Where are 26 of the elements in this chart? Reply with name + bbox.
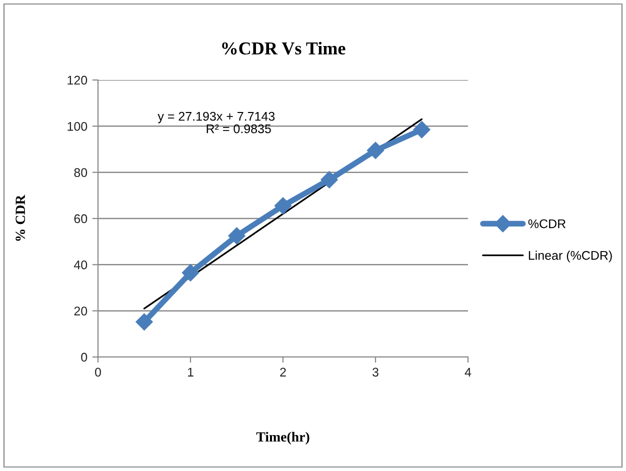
annotation: R² = 0.9835	[206, 124, 271, 134]
x-tick-label: 1	[188, 368, 194, 376]
y-tick-label: 0	[81, 352, 88, 362]
point	[182, 264, 200, 282]
y-axis-title: % CDR	[16, 194, 26, 241]
point	[228, 227, 246, 244]
y-tick-label: 60	[74, 214, 88, 224]
y-tick-label: 40	[74, 260, 88, 270]
annotation: y = 27.193x + 7.7143	[158, 112, 275, 124]
x-tick-label: 4	[464, 368, 472, 376]
point	[136, 313, 153, 330]
point	[413, 121, 430, 138]
y-tick-label: 20	[74, 306, 88, 316]
x-tick-label: 0	[95, 368, 101, 377]
chart-title: %CDR Vs Time	[222, 42, 346, 55]
y-tick-label: 80	[74, 168, 88, 177]
point	[274, 197, 292, 214]
y-tick-label: 120	[68, 76, 88, 85]
x-tick-label: 2	[280, 368, 286, 376]
legend-label: %CDR	[528, 219, 566, 228]
y-tick-label: 100	[68, 122, 88, 131]
x-axis-title: Time(hr)	[256, 432, 310, 444]
point	[366, 142, 384, 159]
legend-label: Linear (%CDR)	[528, 250, 612, 262]
point	[320, 171, 338, 188]
x-tick-label: 3	[372, 368, 378, 377]
